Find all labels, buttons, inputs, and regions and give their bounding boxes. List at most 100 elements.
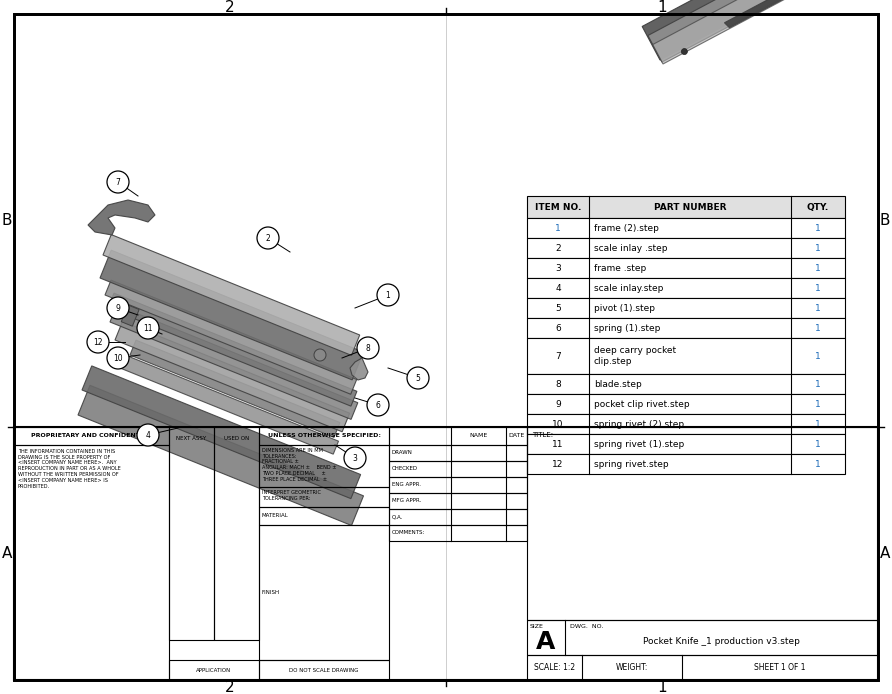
Text: pocket clip rivet.step: pocket clip rivet.step xyxy=(594,400,690,409)
Text: 4: 4 xyxy=(555,284,561,292)
Text: 1: 1 xyxy=(815,223,821,232)
Text: TITLE:: TITLE: xyxy=(532,432,553,438)
Bar xyxy=(169,660,259,680)
Polygon shape xyxy=(115,321,350,432)
Text: WEIGHT:: WEIGHT: xyxy=(615,663,648,672)
Circle shape xyxy=(367,394,389,416)
Text: 1: 1 xyxy=(815,400,821,409)
Text: deep carry pocket
clip.step: deep carry pocket clip.step xyxy=(594,346,676,366)
Text: MATERIAL: MATERIAL xyxy=(262,514,289,518)
Bar xyxy=(389,477,527,493)
Text: 2: 2 xyxy=(555,244,561,253)
Bar xyxy=(259,427,389,445)
Text: blade.step: blade.step xyxy=(594,380,641,389)
Text: ENG APPR.: ENG APPR. xyxy=(392,482,421,487)
Text: B: B xyxy=(880,213,890,228)
Bar xyxy=(527,427,878,620)
Text: ITEM NO.: ITEM NO. xyxy=(535,203,582,212)
Circle shape xyxy=(407,367,429,389)
Polygon shape xyxy=(642,0,810,60)
Text: frame .step: frame .step xyxy=(594,264,646,273)
Bar xyxy=(527,196,845,218)
Polygon shape xyxy=(103,235,359,355)
Bar xyxy=(527,318,845,338)
Circle shape xyxy=(137,424,159,446)
Text: pivot (1).step: pivot (1).step xyxy=(594,303,655,312)
Bar xyxy=(527,374,845,394)
Text: 1: 1 xyxy=(657,679,667,694)
Text: 11: 11 xyxy=(552,439,564,448)
Text: PROPRIETARY AND CONFIDENTIAL: PROPRIETARY AND CONFIDENTIAL xyxy=(31,433,152,439)
Text: CHECKED: CHECKED xyxy=(392,466,418,471)
Polygon shape xyxy=(105,280,357,394)
Text: FINISH: FINISH xyxy=(262,590,280,595)
Text: DIMENSIONS ARE IN MM
TOLERANCES:
FRACTIONAL ±
ANGULAR: MACH ±    BEND ±
TWO PLAC: DIMENSIONS ARE IN MM TOLERANCES: FRACTIO… xyxy=(262,448,336,482)
Bar xyxy=(527,454,845,474)
Text: 9: 9 xyxy=(555,400,561,409)
Text: spring rivet.step: spring rivet.step xyxy=(594,459,669,468)
Text: 6: 6 xyxy=(555,323,561,332)
Text: A: A xyxy=(2,546,12,561)
Circle shape xyxy=(344,447,366,469)
Text: 1: 1 xyxy=(815,303,821,312)
Text: Q.A.: Q.A. xyxy=(392,514,403,519)
Circle shape xyxy=(681,49,688,55)
Bar xyxy=(527,338,845,374)
Bar xyxy=(527,298,845,318)
Circle shape xyxy=(87,331,109,353)
Text: QTY.: QTY. xyxy=(807,203,830,212)
Polygon shape xyxy=(724,0,800,28)
Bar xyxy=(527,238,845,258)
Text: 1: 1 xyxy=(815,351,821,360)
Text: UNLESS OTHERWISE SPECIFIED:: UNLESS OTHERWISE SPECIFIED: xyxy=(268,433,381,439)
Text: NAME: NAME xyxy=(469,433,488,439)
Text: DATE: DATE xyxy=(508,433,524,439)
Text: NEXT ASSY: NEXT ASSY xyxy=(177,437,207,441)
Text: 7: 7 xyxy=(116,178,120,187)
Text: 3: 3 xyxy=(352,453,358,462)
Text: 10: 10 xyxy=(113,353,123,362)
Text: 8: 8 xyxy=(366,344,370,353)
Polygon shape xyxy=(108,293,357,406)
Text: 12: 12 xyxy=(552,459,564,468)
Text: 7: 7 xyxy=(555,351,561,360)
Text: DO NOT SCALE DRAWING: DO NOT SCALE DRAWING xyxy=(289,668,359,672)
Circle shape xyxy=(107,297,129,319)
Circle shape xyxy=(377,284,399,306)
Text: 2: 2 xyxy=(225,679,235,694)
Text: 2: 2 xyxy=(225,0,235,15)
Bar xyxy=(389,461,527,477)
Polygon shape xyxy=(130,340,340,437)
Circle shape xyxy=(137,317,159,339)
Bar xyxy=(389,509,527,525)
Bar xyxy=(527,414,845,434)
Text: MFG APPR.: MFG APPR. xyxy=(392,498,421,503)
Bar xyxy=(14,445,169,680)
Text: 1: 1 xyxy=(815,264,821,273)
Text: spring rivet (2).step: spring rivet (2).step xyxy=(594,419,684,428)
Text: B: B xyxy=(2,213,12,228)
Text: SHEET 1 OF 1: SHEET 1 OF 1 xyxy=(755,663,805,672)
Bar xyxy=(259,507,389,525)
Text: 9: 9 xyxy=(116,303,120,312)
Text: SCALE: 1:2: SCALE: 1:2 xyxy=(534,663,575,672)
Bar xyxy=(259,486,389,507)
Text: 12: 12 xyxy=(94,337,103,346)
Text: scale inlay.step: scale inlay.step xyxy=(594,284,664,292)
Text: 1: 1 xyxy=(815,419,821,428)
Polygon shape xyxy=(82,366,360,498)
Text: 4: 4 xyxy=(145,430,151,439)
Polygon shape xyxy=(648,0,808,62)
Text: 8: 8 xyxy=(555,380,561,389)
Text: APPLICATION: APPLICATION xyxy=(196,668,232,672)
Text: A: A xyxy=(880,546,890,561)
Text: THE INFORMATION CONTAINED IN THIS
DRAWING IS THE SOLE PROPERTY OF
<INSERT COMPAN: THE INFORMATION CONTAINED IN THIS DRAWIN… xyxy=(18,449,120,489)
Bar xyxy=(527,434,845,454)
Text: PART NUMBER: PART NUMBER xyxy=(654,203,726,212)
Text: SIZE: SIZE xyxy=(530,623,544,629)
Circle shape xyxy=(107,171,129,193)
Circle shape xyxy=(357,337,379,359)
Bar xyxy=(259,445,389,486)
Text: spring (1).step: spring (1).step xyxy=(594,323,660,332)
Text: 1: 1 xyxy=(815,439,821,448)
